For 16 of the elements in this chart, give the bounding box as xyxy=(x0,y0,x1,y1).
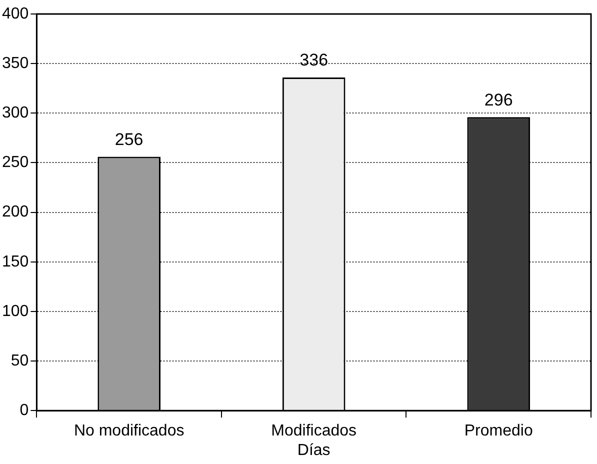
data-label: 336 xyxy=(300,50,328,70)
y-tick-label: 50 xyxy=(10,352,29,370)
y-tick-label: 350 xyxy=(2,54,29,72)
x-tick-label: Promedio xyxy=(464,422,533,440)
x-tick-label: No modificados xyxy=(74,422,184,440)
y-tick-label: 0 xyxy=(20,402,29,420)
y-tick-label: 400 xyxy=(2,5,29,22)
x-tick-label: Modificados xyxy=(271,422,357,440)
data-label: 256 xyxy=(114,130,144,149)
x-axis-title: Días xyxy=(297,442,330,459)
y-tick-label: 150 xyxy=(2,253,29,270)
y-tick-label: 200 xyxy=(2,204,29,221)
y-tick-label: 250 xyxy=(2,154,29,172)
data-label: 296 xyxy=(484,90,513,110)
y-tick-label: 100 xyxy=(2,302,29,320)
y-tick-label: 300 xyxy=(2,104,29,122)
